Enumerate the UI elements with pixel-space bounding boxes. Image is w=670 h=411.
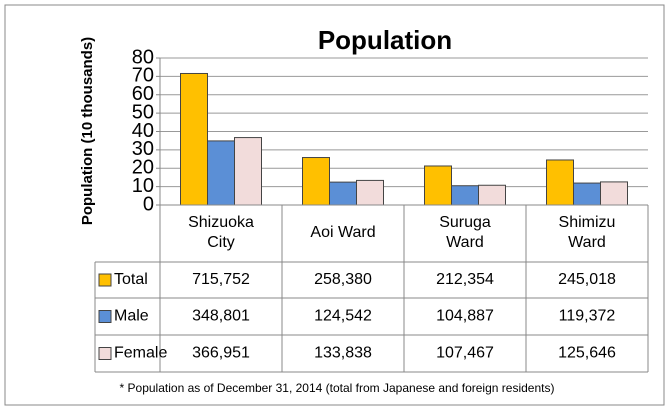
- x-tick-label: Shizuoka City: [188, 214, 254, 251]
- table-value: 366,951: [192, 345, 250, 362]
- table-value: 348,801: [192, 308, 250, 325]
- chart-title: Population: [318, 25, 452, 55]
- x-tick-label: Suruga Ward: [439, 214, 491, 251]
- bar: [600, 181, 628, 206]
- bar: [207, 140, 235, 206]
- y-tick-label: 10: [132, 175, 154, 197]
- x-tick-label-line: Shizuoka: [188, 214, 254, 231]
- x-tick-label-line: Suruga: [439, 214, 491, 231]
- bar: [234, 137, 262, 206]
- y-tick-label: 70: [132, 65, 154, 87]
- x-tick-label-line: Shimizu: [559, 214, 616, 231]
- bar: [573, 182, 601, 206]
- y-tick-label: 0: [143, 193, 154, 215]
- y-tick-label: 80: [132, 46, 154, 68]
- table-value: 107,467: [436, 345, 494, 362]
- table-value: 258,380: [314, 271, 372, 288]
- bar: [546, 159, 574, 206]
- x-tick-label-line: City: [207, 234, 235, 251]
- table-value: 133,838: [314, 345, 372, 362]
- legend-label: Male: [114, 308, 149, 325]
- table-value: 715,752: [192, 271, 250, 288]
- table-value: 124,542: [314, 308, 372, 325]
- bar: [356, 179, 384, 206]
- table-value: 125,646: [558, 345, 616, 362]
- x-tick-label: Shimizu Ward: [559, 214, 616, 251]
- y-tick-label: 20: [132, 157, 154, 179]
- y-tick-label: 50: [132, 101, 154, 123]
- table-value: 119,372: [559, 308, 616, 325]
- y-tick-label: 60: [132, 83, 154, 105]
- x-tick-label-line: Ward: [568, 234, 606, 251]
- footnote: * Population as of December 31, 2014 (to…: [120, 381, 555, 395]
- bar: [424, 165, 452, 206]
- y-tick-label: 40: [132, 120, 154, 142]
- bar: [180, 72, 208, 206]
- bar: [302, 157, 330, 206]
- y-tick-label: 30: [132, 138, 154, 160]
- bar: [451, 185, 479, 206]
- legend-swatch: [98, 273, 112, 287]
- table-value: 104,887: [436, 308, 494, 325]
- legend-label: Female: [114, 345, 167, 362]
- table-value: 245,018: [558, 271, 616, 288]
- bar: [478, 184, 506, 206]
- y-axis-label: Population (10 thousands): [79, 37, 96, 225]
- x-tick-label-line: Ward: [446, 234, 484, 251]
- legend-swatch: [98, 347, 112, 360]
- legend-swatch: [98, 310, 112, 323]
- legend-label: Total: [114, 271, 148, 288]
- x-tick-label: Aoi Ward: [310, 224, 375, 241]
- bar: [329, 181, 357, 206]
- table-value: 212,354: [436, 271, 494, 288]
